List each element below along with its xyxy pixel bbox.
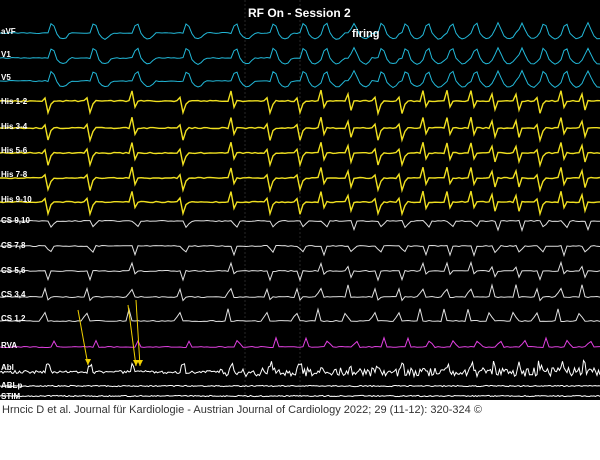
- channel-label: Abl: [1, 363, 14, 372]
- channel-label: CS 1,2: [1, 314, 26, 323]
- annotation-arrow: [127, 304, 137, 367]
- trace-rva: [0, 336, 600, 349]
- trace-cs-9-10: [0, 219, 600, 233]
- trace-his-7-8: [0, 166, 600, 194]
- trace-his-3-4: [0, 117, 600, 144]
- channel-label: V1: [1, 50, 11, 59]
- channel-label: CS 9,10: [1, 216, 30, 225]
- egm-trace-panel: RF On - Session 2 firing aVF V1 V5 His 1-2 H…: [0, 0, 600, 400]
- channel-label: His 7-8: [1, 170, 28, 179]
- arrowhead: [85, 359, 91, 365]
- channel-label: V5: [1, 73, 11, 82]
- trace-ablp: [0, 384, 600, 388]
- trace-v5: [0, 69, 600, 89]
- channel-label: CS 7,8: [1, 241, 26, 250]
- trace-cs-5-6: [0, 260, 600, 282]
- trace-cs-1-2: [0, 307, 600, 323]
- annotation-arrow: [135, 299, 141, 367]
- annotation-arrow: [77, 309, 89, 366]
- trace-stim: [0, 394, 600, 398]
- channel-label: CS 3,4: [1, 290, 26, 299]
- citation: Hrncic D et al. Journal für Kardiologie …: [2, 404, 482, 416]
- trace-his-5-6: [0, 142, 600, 168]
- channel-label: His 5-6: [1, 146, 28, 155]
- trace-abl: [0, 359, 600, 379]
- channel-label: RVA: [1, 341, 18, 350]
- firing-annotation: firing: [352, 28, 380, 40]
- trace-avf: [0, 21, 600, 40]
- channel-label: aVF: [1, 27, 16, 36]
- channel-label: His 1-2: [1, 97, 28, 106]
- channel-label: STIM: [1, 392, 21, 400]
- trace-his-1-2: [0, 89, 600, 117]
- channel-label: CS 5,6: [1, 266, 26, 275]
- trace-cs-7-8: [0, 244, 600, 258]
- trace-his-9-10: [0, 190, 600, 217]
- channel-label: His 3-4: [1, 122, 28, 131]
- channel-label: His 9-10: [1, 195, 32, 204]
- trace-cs-3-4: [0, 283, 600, 302]
- trace-v1: [0, 46, 600, 65]
- arrowhead: [137, 360, 143, 366]
- egm-traces: [0, 0, 600, 400]
- channel-label: ABLp: [1, 381, 23, 390]
- panel-title: RF On - Session 2: [248, 6, 351, 20]
- arrowhead: [133, 360, 139, 366]
